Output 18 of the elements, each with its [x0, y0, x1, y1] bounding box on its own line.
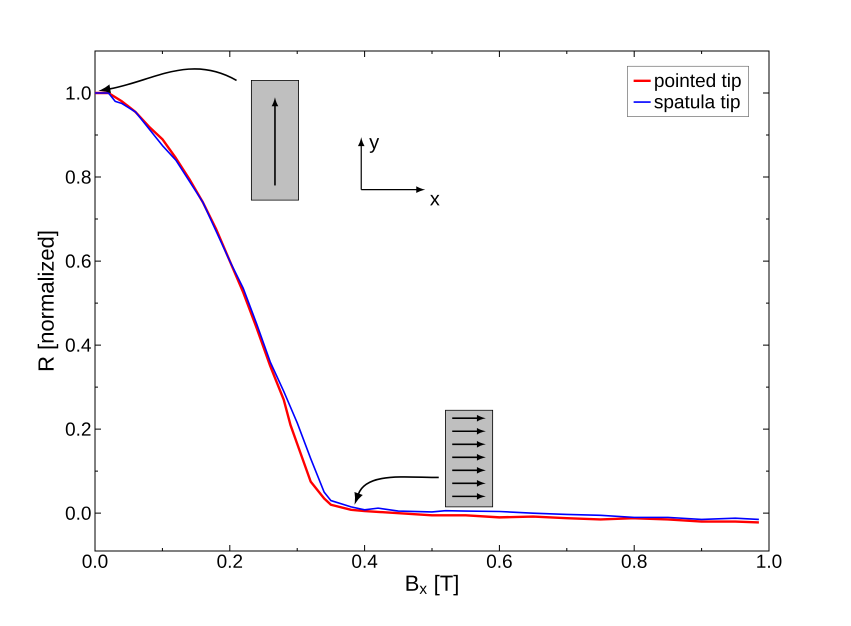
legend-label: pointed tip — [655, 73, 741, 91]
x-tick-label: 0.4 — [352, 554, 378, 568]
x-tick-label: 0.2 — [217, 554, 242, 568]
y-tick-label: 0.2 — [66, 422, 91, 436]
y-tick-label: 0.8 — [66, 170, 91, 184]
legend-label: spatula tip — [654, 94, 740, 112]
y-axis-title: R [normalized] — [38, 232, 58, 370]
x-tick-label: 1.0 — [757, 554, 782, 568]
x-tick-label: 0.8 — [622, 554, 647, 568]
x-tick-label: 0.0 — [82, 554, 108, 568]
annotation: x — [430, 194, 440, 206]
y-tick-label: 0.0 — [66, 506, 91, 520]
x-axis-title: B$_{x}$ [T] — [406, 574, 458, 596]
x-tick-label: 0.6 — [486, 554, 512, 568]
y-tick-label: 0.4 — [66, 338, 91, 352]
y-tick-label: 0.6 — [66, 254, 91, 268]
y-tick-label: 1.0 — [66, 86, 91, 100]
annotation: y — [369, 138, 380, 153]
